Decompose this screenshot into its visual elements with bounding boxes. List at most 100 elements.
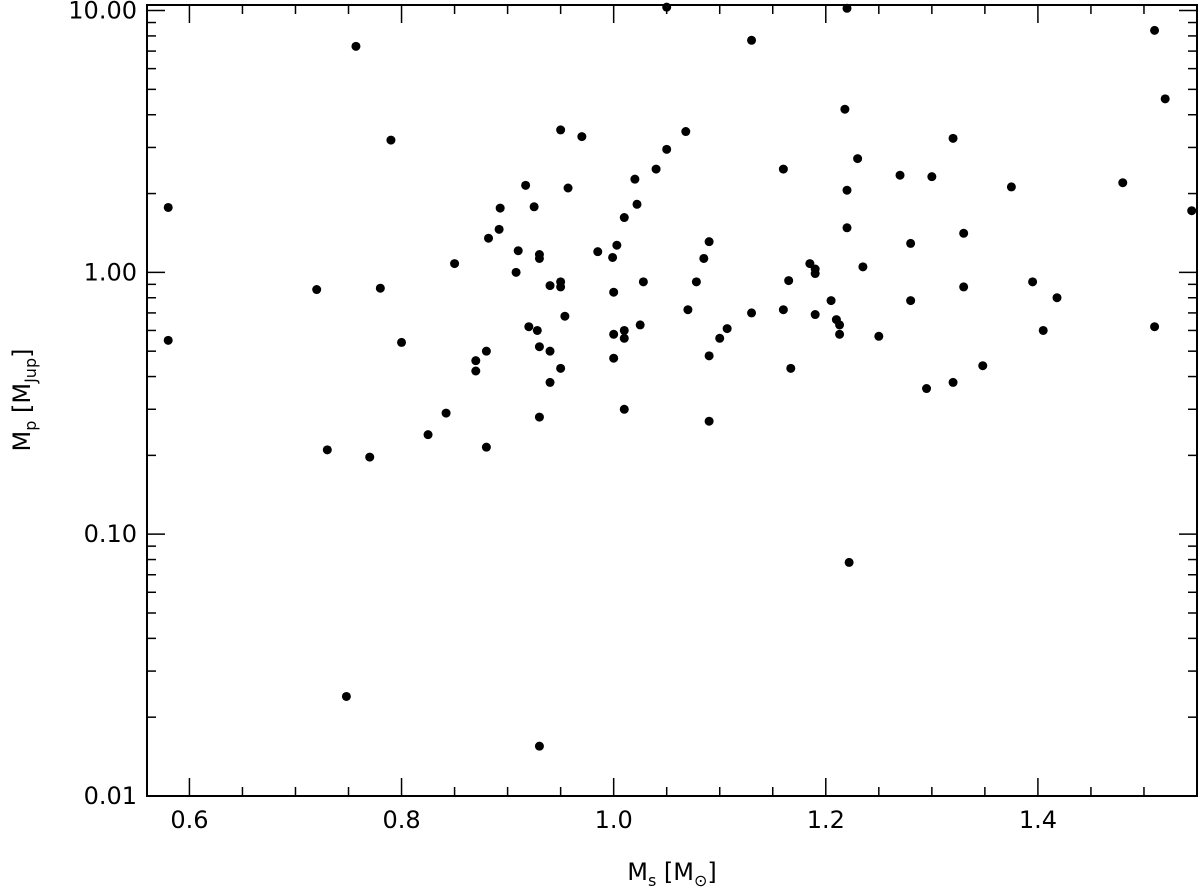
data-point [619, 404, 629, 414]
data-point [1150, 322, 1160, 332]
data-point [681, 127, 691, 137]
data-point [545, 346, 555, 356]
data-point [511, 267, 521, 277]
data-point [1006, 182, 1016, 192]
data-point [495, 203, 505, 213]
data-point [619, 333, 629, 343]
data-point [635, 320, 645, 330]
data-point [494, 224, 504, 234]
y-tick-label: 1.00 [84, 258, 137, 286]
data-point [386, 135, 396, 145]
y-axis-title-close: ] [8, 349, 36, 358]
data-point [532, 325, 542, 335]
data-point [608, 252, 618, 262]
data-point [810, 269, 820, 279]
data-point [959, 282, 969, 292]
data-point [638, 277, 648, 287]
data-point [619, 213, 629, 223]
data-point [609, 329, 619, 339]
data-point [484, 233, 494, 243]
x-tick-label: 1.2 [807, 806, 845, 834]
data-point [365, 452, 375, 462]
data-point [1187, 206, 1197, 216]
x-tick-label: 1.0 [595, 806, 633, 834]
data-point [1052, 293, 1062, 303]
data-point [842, 185, 852, 195]
x-axis-title-unit-sub: ⊙ [694, 871, 707, 890]
data-point [747, 308, 757, 318]
data-point [545, 377, 555, 387]
y-tick-label: 0.01 [84, 782, 137, 810]
y-axis-title: Mp [MJup] [8, 349, 40, 452]
data-point [450, 259, 460, 269]
data-point [534, 342, 544, 352]
data-point [163, 335, 173, 345]
data-point [778, 164, 788, 174]
data-point [560, 311, 570, 321]
data-point [630, 174, 640, 184]
data-point [662, 2, 672, 12]
data-point [704, 351, 714, 361]
data-point [524, 322, 534, 332]
data-point [853, 154, 863, 164]
data-point [322, 445, 332, 455]
data-point [471, 356, 481, 366]
data-point [397, 337, 407, 347]
data-point [683, 305, 693, 315]
data-point [563, 183, 573, 193]
x-tick-label: 0.6 [170, 806, 208, 834]
x-axis-title-sub: s [648, 871, 656, 890]
data-point [556, 363, 566, 373]
data-point [1038, 325, 1048, 335]
data-point [423, 430, 433, 440]
data-point [704, 237, 714, 247]
data-point [471, 366, 481, 376]
data-point [609, 353, 619, 363]
data-point [840, 104, 850, 114]
data-point [826, 296, 836, 306]
data-point [858, 262, 868, 272]
x-tick-label: 0.8 [382, 806, 420, 834]
data-point [312, 285, 322, 295]
data-point [715, 333, 725, 343]
data-point [948, 133, 958, 143]
data-point [545, 281, 555, 291]
data-point [534, 253, 544, 263]
y-axis-title-sub: p [21, 421, 40, 431]
data-point [351, 41, 361, 51]
data-point [521, 180, 531, 190]
data-point [662, 144, 672, 154]
data-point [874, 331, 884, 341]
data-point [593, 247, 603, 257]
data-point [1160, 94, 1170, 104]
data-points [163, 2, 1197, 751]
data-point [835, 320, 845, 330]
x-axis-title: Ms [M⊙] [627, 858, 717, 890]
data-point [747, 35, 757, 45]
data-point [978, 361, 988, 371]
data-point [341, 691, 351, 701]
data-point [699, 253, 709, 263]
data-point [778, 305, 788, 315]
data-point [481, 346, 491, 356]
data-point [835, 329, 845, 339]
data-point [786, 363, 796, 373]
y-tick-label: 10.00 [68, 0, 137, 25]
data-point [895, 170, 905, 180]
data-point [691, 277, 701, 287]
plot-frame [146, 4, 1198, 797]
data-point [529, 202, 539, 212]
data-point [556, 125, 566, 135]
y-axis-ticks: 0.01 0.10 1.00 10.00 [68, 0, 1197, 810]
y-axis-title-unit: [M [8, 383, 36, 413]
data-point [704, 416, 714, 426]
x-axis-ticks: 0.6 0.8 1.0 1.2 1.4 [170, 5, 1198, 834]
data-point [1118, 178, 1128, 188]
data-point [163, 202, 173, 212]
data-point [844, 557, 854, 567]
data-point [441, 408, 451, 418]
y-axis-title-main: M [8, 431, 36, 452]
x-axis-title-main: M [627, 858, 648, 886]
data-point [556, 282, 566, 292]
